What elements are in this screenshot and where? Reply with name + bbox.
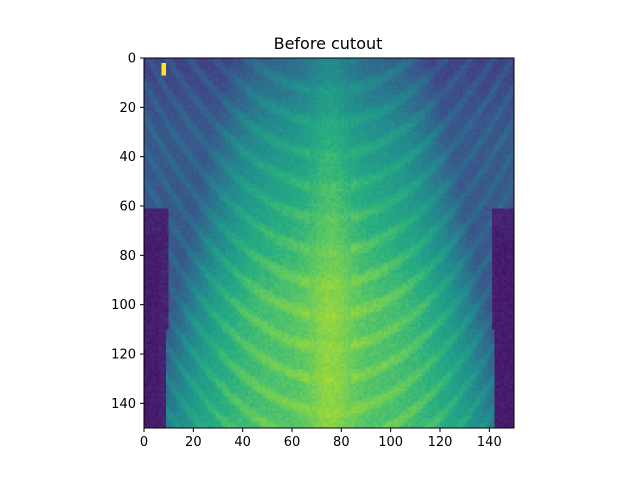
y-tick-label: 60: [119, 200, 136, 215]
x-tick-label: 120: [428, 435, 453, 450]
y-tick-label: 120: [111, 348, 136, 363]
x-tick-label: 100: [378, 435, 403, 450]
y-tick-label: 140: [111, 397, 136, 412]
axes-frame: [143, 57, 515, 429]
x-tick-label: 140: [477, 435, 502, 450]
y-tick-label: 100: [111, 298, 136, 313]
xray-image: [144, 58, 514, 428]
y-tick-label: 40: [119, 150, 136, 165]
x-axis: 0 20 40 60 80 100 120 140: [140, 428, 502, 450]
y-tick-label: 0: [128, 52, 136, 67]
y-axis: 0 20 40 60 80 100 120 140: [111, 52, 144, 412]
x-tick-label: 40: [234, 435, 251, 450]
y-tick-label: 20: [119, 101, 136, 116]
x-tick-label: 0: [140, 435, 148, 450]
x-tick-label: 80: [333, 435, 350, 450]
y-tick-label: 80: [119, 249, 136, 264]
x-tick-label: 60: [284, 435, 301, 450]
x-tick-label: 20: [185, 435, 202, 450]
heatmap-image: [144, 58, 514, 428]
chart-title: Before cutout: [274, 34, 383, 53]
